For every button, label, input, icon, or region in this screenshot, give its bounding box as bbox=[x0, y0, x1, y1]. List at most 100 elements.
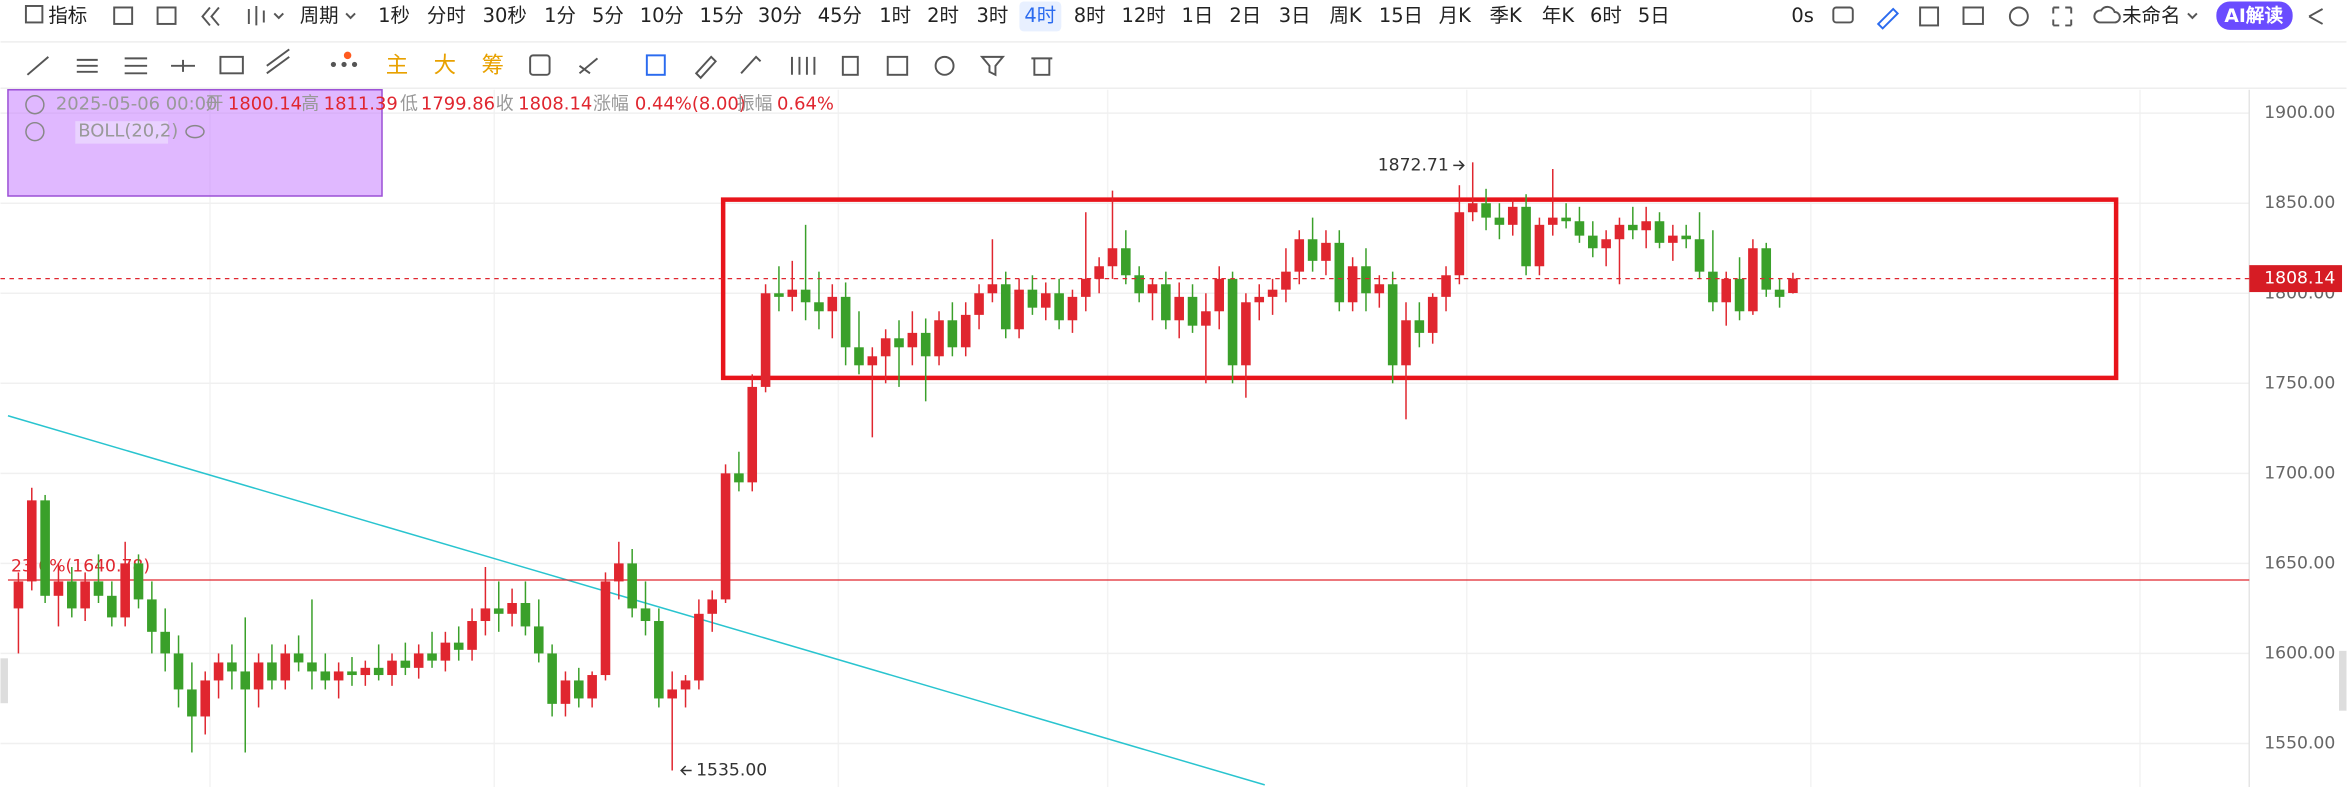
scroll-handle[interactable] bbox=[2339, 650, 2347, 711]
interval-button[interactable]: 3时 bbox=[977, 4, 1009, 27]
tool-pen[interactable] bbox=[740, 55, 762, 74]
snapshot-icon[interactable] bbox=[1962, 6, 1984, 25]
replay-icon[interactable] bbox=[201, 6, 220, 27]
period-button[interactable]: 周期 bbox=[300, 4, 339, 27]
collapse-icon[interactable] bbox=[25, 95, 45, 115]
candle-body bbox=[360, 667, 371, 676]
interval-button[interactable]: 周K bbox=[1329, 4, 1362, 27]
interval-button[interactable]: 45分 bbox=[818, 4, 862, 27]
tool-more[interactable]: ••• bbox=[328, 55, 360, 76]
candle-body bbox=[293, 653, 304, 663]
interval-button[interactable]: 30分 bbox=[758, 4, 802, 27]
tool-copy[interactable] bbox=[645, 54, 666, 76]
tool-bars[interactable] bbox=[790, 56, 816, 75]
candle-body bbox=[960, 314, 971, 348]
candle-body bbox=[93, 581, 104, 596]
tool-note[interactable] bbox=[886, 55, 909, 76]
tool-lock[interactable] bbox=[841, 55, 859, 76]
tool-measure[interactable] bbox=[578, 57, 599, 75]
interval-button[interactable]: 1时 bbox=[879, 4, 911, 27]
interval-button[interactable]: 1分 bbox=[544, 4, 576, 27]
candle-body bbox=[1788, 278, 1798, 294]
calendar-icon[interactable] bbox=[113, 6, 134, 25]
candle-body bbox=[1241, 302, 1251, 366]
candle-body bbox=[827, 296, 838, 312]
indicator-icon[interactable] bbox=[24, 5, 44, 24]
interval-button[interactable]: 分时 bbox=[427, 4, 466, 27]
candle-body bbox=[1214, 278, 1225, 312]
collapse-icon[interactable] bbox=[25, 121, 45, 142]
overlay-button[interactable]: 筹 bbox=[482, 52, 504, 78]
interval-button[interactable]: 5日 bbox=[1638, 4, 1670, 27]
low-arrow bbox=[680, 765, 692, 776]
candle-body bbox=[320, 671, 331, 681]
candle-body bbox=[67, 581, 77, 609]
interval-button[interactable]: 8时 bbox=[1074, 4, 1106, 27]
tool-rect[interactable] bbox=[219, 55, 244, 75]
last-price-tag bbox=[2249, 265, 2343, 293]
interval-button[interactable]: 年K bbox=[1542, 4, 1575, 27]
candle-body bbox=[587, 675, 597, 699]
interval-button[interactable]: 月K bbox=[1439, 4, 1472, 27]
ai-button-bg[interactable] bbox=[2216, 1, 2293, 30]
tool-sync[interactable] bbox=[529, 54, 551, 76]
dropdown-icon[interactable] bbox=[2187, 12, 2198, 20]
high-arrow bbox=[1453, 160, 1465, 171]
interval-button[interactable]: 1日 bbox=[1182, 4, 1214, 27]
candle-body bbox=[1588, 235, 1598, 249]
tool-line[interactable] bbox=[26, 56, 49, 76]
interval-button[interactable]: 6时 bbox=[1590, 4, 1622, 27]
tool-parallel[interactable] bbox=[76, 58, 98, 73]
interval-button[interactable]: 15日 bbox=[1379, 4, 1423, 27]
candle-body bbox=[1334, 242, 1345, 303]
y-tick-label: 1650.00 bbox=[2264, 553, 2335, 573]
interval-button[interactable]: 12时 bbox=[1121, 4, 1165, 27]
interval-button[interactable]: 2时 bbox=[927, 4, 959, 27]
chart-type-icon[interactable] bbox=[247, 5, 284, 26]
tool-hline[interactable] bbox=[171, 59, 195, 72]
tool-fib[interactable] bbox=[266, 48, 290, 75]
interval-button[interactable]: 30秒 bbox=[483, 4, 527, 27]
interval-button[interactable]: 季K bbox=[1490, 4, 1523, 27]
interval-button[interactable]: 1秒 bbox=[378, 4, 410, 27]
settings-icon[interactable] bbox=[2008, 6, 2029, 27]
cloud-icon[interactable] bbox=[2093, 5, 2121, 24]
overlay-button[interactable]: 大 bbox=[434, 52, 456, 78]
candle-body bbox=[654, 621, 664, 699]
tool-delete[interactable] bbox=[1031, 57, 1053, 76]
y-tick-label: 1600.00 bbox=[2264, 643, 2335, 663]
indicator-name: BOLL(20,2) bbox=[78, 121, 178, 142]
layout-name[interactable]: 未命名 bbox=[2122, 4, 2180, 27]
layout-icon[interactable] bbox=[156, 6, 177, 25]
candle-body bbox=[147, 599, 157, 632]
open-value: 1800.14 bbox=[228, 94, 302, 115]
candle-body bbox=[1494, 217, 1505, 225]
overlay-button[interactable]: 主 bbox=[386, 52, 408, 78]
interval-button[interactable]: 5分 bbox=[592, 4, 624, 27]
dropdown-icon[interactable] bbox=[345, 12, 356, 20]
tool-magnet[interactable] bbox=[934, 55, 955, 76]
camera-icon[interactable] bbox=[1832, 6, 1854, 24]
interval-button[interactable]: 4时 bbox=[1024, 4, 1056, 27]
left-handle[interactable] bbox=[0, 658, 8, 704]
indicator-button[interactable]: 指标 bbox=[48, 4, 87, 27]
candle-body bbox=[1307, 239, 1318, 261]
tool-filter[interactable] bbox=[979, 55, 1006, 77]
interval-button[interactable]: 3日 bbox=[1279, 4, 1311, 27]
candle-body bbox=[533, 626, 544, 654]
interval-button[interactable]: 10分 bbox=[640, 4, 684, 27]
candle-body bbox=[1628, 224, 1638, 231]
candle-body bbox=[120, 563, 130, 618]
tool-channel[interactable] bbox=[124, 57, 148, 75]
fullscreen-icon[interactable] bbox=[2052, 6, 2073, 27]
add-icon[interactable] bbox=[1919, 6, 1940, 27]
interval-button[interactable]: 15分 bbox=[700, 4, 744, 27]
share-icon[interactable] bbox=[2308, 8, 2324, 25]
ai-button[interactable]: AI解读 bbox=[2224, 5, 2283, 27]
candle-body bbox=[26, 500, 37, 582]
candle-body bbox=[1067, 296, 1078, 321]
visibility-icon[interactable] bbox=[185, 124, 205, 139]
interval-button[interactable]: 2日 bbox=[1229, 4, 1261, 27]
tool-ruler[interactable] bbox=[694, 55, 718, 80]
draw-icon[interactable] bbox=[1876, 7, 1900, 30]
